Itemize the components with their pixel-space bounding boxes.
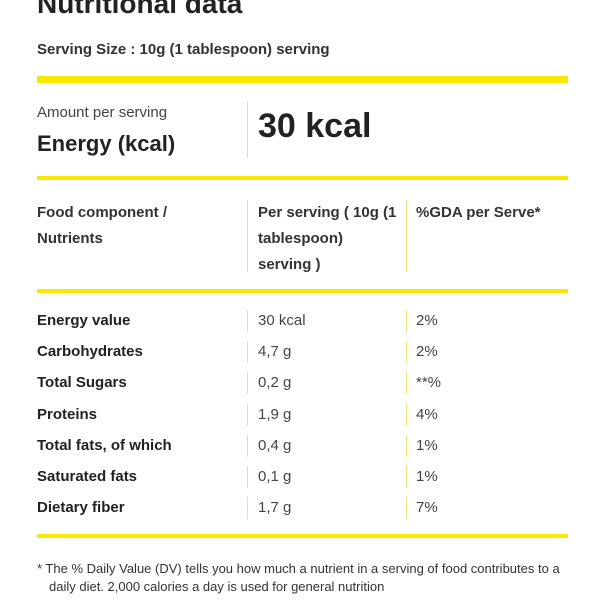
table-row: Total fats, of which 0,4 g 1% [37, 435, 568, 466]
nutrient-name: Energy value [37, 312, 131, 329]
row-separator [247, 404, 248, 426]
nutrient-name: Dietary fiber [37, 499, 125, 516]
row-separator [406, 435, 407, 457]
serving-size-text: Serving Size : 10g (1 tablespoon) servin… [37, 41, 330, 58]
row-separator [406, 497, 407, 519]
nutrient-amount: 0,2 g [258, 374, 292, 391]
row-separator [247, 435, 248, 457]
footnote: * The % Daily Value (DV) tells you how m… [37, 561, 560, 594]
row-separator [406, 404, 407, 426]
nutrient-gda: **% [416, 374, 442, 391]
nutrient-amount: 30 kcal [258, 312, 306, 329]
row-separator [406, 372, 407, 394]
energy-value: 30 kcal [258, 107, 372, 145]
nutrient-amount: 0,1 g [258, 468, 292, 485]
energy-column-separator [247, 101, 248, 158]
header-per-serving: Per serving ( 10g (1 tablespoon) serving… [258, 204, 397, 273]
nutrient-gda: 1% [416, 437, 438, 454]
nutrient-amount: 1,9 g [258, 406, 292, 423]
table-row: Energy value 30 kcal 2% [37, 310, 568, 341]
nutrient-gda: 2% [416, 343, 438, 360]
nutrient-gda: 2% [416, 312, 438, 329]
amount-per-serving-label: Amount per serving [37, 104, 168, 121]
nutrient-gda: 1% [416, 468, 438, 485]
header-food-component: Food component / Nutrients [37, 204, 167, 247]
nutrient-name: Carbohydrates [37, 343, 143, 360]
table-row: Total Sugars 0,2 g **% [37, 372, 568, 403]
row-separator [406, 341, 407, 363]
row-separator [406, 466, 407, 488]
header-separator-1 [247, 200, 248, 272]
table-row: Carbohydrates 4,7 g 2% [37, 341, 568, 372]
row-separator [247, 310, 248, 332]
page-title: Nutritional data [37, 0, 243, 19]
nutrient-name: Total fats, of which [37, 437, 172, 454]
nutrient-name: Proteins [37, 406, 98, 423]
row-separator [247, 372, 248, 394]
row-separator [406, 310, 407, 332]
header-gda: %GDA per Serve* [416, 204, 541, 221]
divider-bar-energy [37, 176, 568, 180]
divider-bar-top [37, 76, 568, 83]
nutrient-name: Total Sugars [37, 374, 127, 391]
nutrient-amount: 4,7 g [258, 343, 292, 360]
row-separator [247, 466, 248, 488]
row-separator [247, 341, 248, 363]
row-separator [247, 497, 248, 519]
nutrient-name: Saturated fats [37, 468, 138, 485]
nutrient-gda: 4% [416, 406, 438, 423]
divider-bar-bottom [37, 534, 568, 538]
table-row: Proteins 1,9 g 4% [37, 404, 568, 435]
table-row: Saturated fats 0,1 g 1% [37, 466, 568, 497]
header-separator-2 [406, 200, 407, 272]
divider-bar-header [37, 289, 568, 293]
nutrient-amount: 1,7 g [258, 499, 292, 516]
energy-kcal-label: Energy (kcal) [37, 131, 176, 156]
table-row: Dietary fiber 1,7 g 7% [37, 497, 568, 528]
nutrient-amount: 0,4 g [258, 437, 292, 454]
nutrient-gda: 7% [416, 499, 438, 516]
